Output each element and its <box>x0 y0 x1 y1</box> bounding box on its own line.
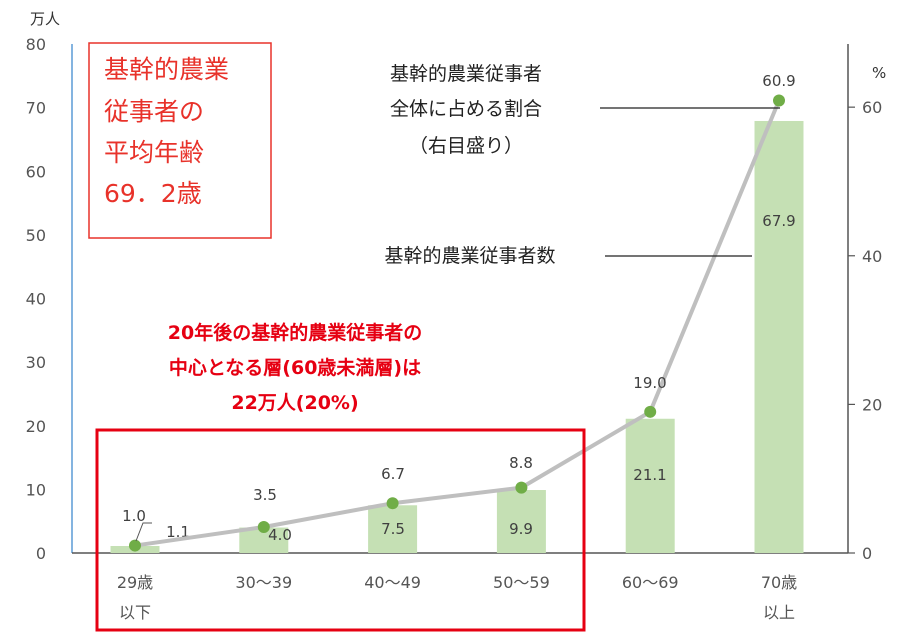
category-label: 70歳 <box>761 573 797 592</box>
line-value-label: 60.9 <box>762 72 795 90</box>
left-tick-label: 70 <box>26 99 46 118</box>
highlight-line-2: 中心となる層(60歳未満層)は <box>169 356 421 379</box>
left-tick-label: 40 <box>26 290 46 309</box>
line-value-label: 8.8 <box>509 454 533 472</box>
bar-value-labels: 1.1 4.0 7.5 9.921.167.9 <box>166 212 796 544</box>
left-tick-label: 80 <box>26 35 46 54</box>
average-age-line-4: 69．2歳 <box>104 179 202 208</box>
category-label: 50〜59 <box>493 573 550 592</box>
bar-value-label: 4.0 <box>268 526 292 544</box>
left-axis-unit: 万人 <box>30 10 60 28</box>
highlight-text: 20年後の基幹的農業従事者の 中心となる層(60歳未満層)は 22万人(20%) <box>168 321 422 414</box>
line-point <box>386 497 399 510</box>
line-annotation-line-2: 全体に占める割合 <box>390 98 542 120</box>
category-label: 以下 <box>119 603 151 622</box>
left-tick-label: 60 <box>26 162 46 181</box>
left-tick-label: 20 <box>26 417 46 436</box>
category-label: 60〜69 <box>622 573 679 592</box>
line-point <box>773 94 785 107</box>
average-age-box <box>88 42 272 239</box>
bar-value-label: 9.9 <box>509 520 533 538</box>
average-age-line-1: 基幹的農業 <box>104 55 229 84</box>
average-age-line-3: 平均年齢 <box>104 138 204 167</box>
bar <box>754 120 804 553</box>
bar-value-label: 67.9 <box>762 212 795 230</box>
bar-series-annotation: 基幹的農業従事者数 <box>384 245 752 267</box>
category-label: 以上 <box>763 603 795 622</box>
line-value-label: 19.0 <box>633 374 666 392</box>
line-series-annotation: 基幹的農業従事者 全体に占める割合 （右目盛り） <box>390 63 780 157</box>
left-tick-label: 10 <box>26 480 46 499</box>
line-value-label: 6.7 <box>381 465 405 483</box>
line-point <box>129 539 141 552</box>
category-label: 40〜49 <box>364 573 421 592</box>
left-tick-label: 30 <box>26 353 46 372</box>
right-tick-label: 60 <box>862 98 882 117</box>
left-tick-label: 0 <box>36 544 46 563</box>
bar-value-label: 21.1 <box>633 466 666 484</box>
right-tick-label: 40 <box>862 247 882 266</box>
line-annotation-line-3: （右目盛り） <box>409 135 523 157</box>
category-label: 29歳 <box>117 573 153 592</box>
bar <box>625 418 675 553</box>
share-line <box>134 99 781 548</box>
line-value-labels: 1.0 3.5 6.7 8.8 19.0 60.9 <box>122 72 796 525</box>
right-axis-unit: % <box>872 64 886 82</box>
bar <box>496 490 546 553</box>
line-value-label: 1.0 <box>122 507 146 525</box>
line-point <box>257 520 270 533</box>
bar-value-label: 7.5 <box>381 520 405 538</box>
average-age-text: 基幹的農業 従事者の 平均年齢 69．2歳 <box>104 55 229 208</box>
line-annotation-line-1: 基幹的農業従事者 <box>390 63 542 85</box>
under-60-highlight-box <box>95 428 586 632</box>
line-value-label: 3.5 <box>253 486 277 504</box>
highlight-line-3: 22万人(20%) <box>231 392 358 414</box>
highlight-line-1: 20年後の基幹的農業従事者の <box>168 321 422 344</box>
right-tick-label: 0 <box>862 544 872 563</box>
right-axis-ticks: 0 20 40 60 <box>848 98 882 563</box>
share-line-points <box>129 94 785 552</box>
average-age-line-2: 従事者の <box>104 97 204 126</box>
first-label-leader <box>135 522 152 542</box>
category-label: 30〜39 <box>235 573 292 592</box>
right-tick-label: 20 <box>862 395 882 414</box>
bar <box>368 505 418 553</box>
line-point <box>644 405 657 418</box>
bar-series <box>110 120 804 553</box>
left-tick-label: 50 <box>26 226 46 245</box>
left-axis-ticks: 0 10 20 30 40 50 60 70 80 <box>26 35 46 563</box>
line-point <box>515 481 528 494</box>
bar-annotation-label: 基幹的農業従事者数 <box>384 245 555 267</box>
